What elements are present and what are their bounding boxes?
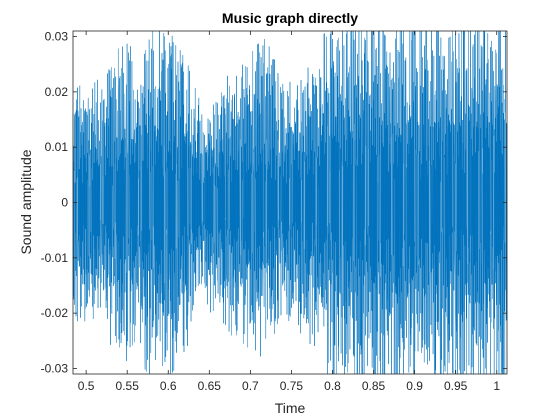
y-tick-label: 0 [61,196,68,210]
chart-title: Music graph directly [222,10,358,26]
x-tick-label: 0.65 [198,379,222,393]
x-tick-label: 0.85 [362,379,386,393]
x-tick-label: 0.7 [242,379,259,393]
y-axis-ticks: -0.03 -0.02 -0.01 0 0.01 0.02 0.03 [41,30,507,375]
x-tick-label: 0.5 [78,379,95,393]
y-tick-label: -0.02 [41,306,69,320]
y-tick-label: 0.01 [45,140,69,154]
x-axis-ticks: 0.5 0.55 0.6 0.65 0.7 0.75 0.8 0.85 0.9 0.95 1 [78,31,500,393]
y-tick-label: 0.02 [45,85,69,99]
x-tick-label: 0.95 [444,379,468,393]
x-tick-label: 1 [493,379,500,393]
x-tick-label: 0.75 [280,379,304,393]
y-tick-label: -0.01 [41,251,69,265]
y-tick-label: 0.03 [45,30,69,44]
x-tick-label: 0.55 [116,379,140,393]
y-tick-label: -0.03 [41,361,69,375]
x-tick-label: 0.9 [406,379,423,393]
y-axis-label: Sound amplitude [18,149,34,254]
waveform-series [72,30,508,375]
x-tick-label: 0.6 [160,379,177,393]
x-tick-label: 0.8 [324,379,341,393]
x-axis-label: Time [275,400,306,416]
waveform-line [72,30,508,375]
